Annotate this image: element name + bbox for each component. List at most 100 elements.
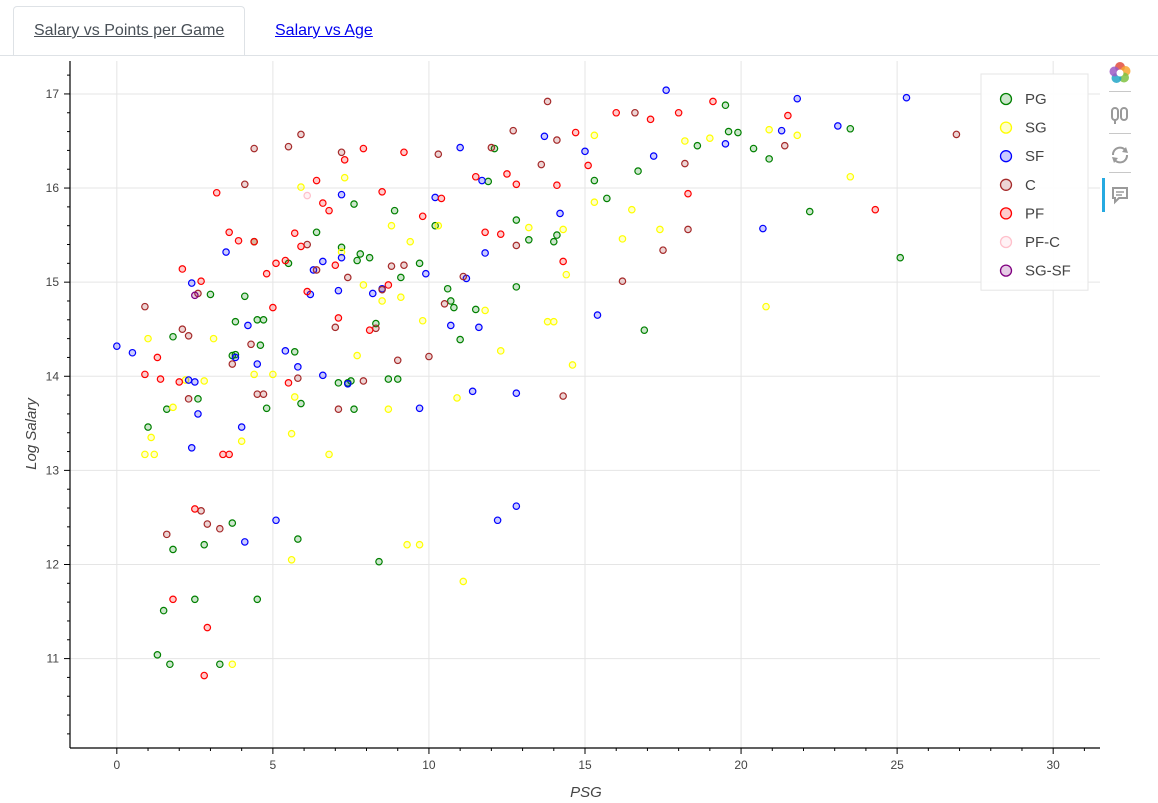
data-point-pf <box>156 375 165 383</box>
data-point-c <box>618 277 627 286</box>
data-point-pg <box>353 256 361 265</box>
data-point-sf <box>512 389 521 398</box>
pan-icon[interactable] <box>1107 102 1133 128</box>
data-point-sg <box>359 281 368 289</box>
data-point-sf <box>540 132 549 141</box>
data-point-sf <box>446 321 455 330</box>
data-point-sg <box>765 125 773 134</box>
data-point-pf <box>212 188 221 197</box>
data-point-pf <box>359 144 368 153</box>
data-point-sf <box>240 538 249 546</box>
data-point-sf <box>721 140 730 148</box>
data-point-pg <box>312 228 321 237</box>
data-point-pf <box>378 188 386 196</box>
scatter-plot[interactable]: 0 5 10 15 20 25 30 11 12 13 14 15 16 17 PSG Log Salar… <box>0 56 1158 803</box>
legend-marker <box>999 207 1013 220</box>
data-point-pf <box>297 242 305 251</box>
grid-lines <box>70 61 1100 748</box>
data-point-pf <box>646 115 655 124</box>
data-point-pg <box>206 290 215 299</box>
data-point-sf <box>194 410 202 418</box>
data-point-sf <box>187 443 196 452</box>
data-point-sf <box>556 209 564 218</box>
y-tick-label: 14 <box>46 369 60 383</box>
data-point-sf <box>481 249 489 257</box>
data-point-c <box>178 325 187 334</box>
data-point-sg <box>340 173 349 182</box>
x-tick-label: 5 <box>270 758 277 772</box>
reset-icon[interactable] <box>1107 142 1133 168</box>
data-point-pf <box>303 287 312 296</box>
data-point-c <box>684 225 692 234</box>
data-point-pf <box>325 206 333 215</box>
hover-icon[interactable] <box>1107 182 1133 208</box>
data-point-sf <box>222 248 230 256</box>
data-point-c <box>393 356 402 365</box>
data-point-sf <box>272 516 280 525</box>
data-point-pg <box>350 405 358 414</box>
data-point-pg <box>194 395 202 403</box>
data-point-c <box>659 246 667 254</box>
data-point-sf <box>415 404 424 413</box>
data-point-pg <box>512 283 521 291</box>
data-point-pf <box>225 228 233 237</box>
data-point-c <box>184 331 193 340</box>
data-point-sg <box>209 334 218 343</box>
data-point-pg <box>724 127 733 136</box>
toolbar-separator <box>1109 172 1131 173</box>
data-point-pg <box>525 236 533 244</box>
bokeh-logo-icon[interactable] <box>1107 60 1133 86</box>
tab-salary-vs-points[interactable]: Salary vs Points per Game <box>13 6 246 56</box>
data-point-sg <box>496 347 505 355</box>
data-point-pg <box>375 557 383 566</box>
data-point-pg <box>634 167 642 175</box>
data-point-pg <box>640 326 649 334</box>
toolbar-separator <box>1109 133 1131 134</box>
data-point-pf <box>384 281 393 289</box>
legend-marker <box>999 235 1013 249</box>
data-point-pg <box>749 144 758 153</box>
data-point-sg <box>481 306 489 315</box>
data-point-sg <box>434 221 443 230</box>
data-point-pg <box>294 535 302 543</box>
data-point-pf <box>709 97 717 106</box>
data-point-pf <box>272 259 280 268</box>
data-point-pg <box>350 200 358 208</box>
data-point-sf <box>281 347 290 355</box>
data-point-c <box>250 144 258 153</box>
data-point-c <box>559 392 567 400</box>
data-point-sg <box>384 405 393 414</box>
data-point-sf <box>478 176 486 185</box>
tab-salary-vs-age[interactable]: Salary vs Age <box>275 21 373 39</box>
data-point-c <box>253 390 262 398</box>
data-point-sg <box>418 316 427 325</box>
data-point-pf <box>319 199 327 207</box>
data-point-sf <box>237 423 246 431</box>
data-point-sg <box>406 237 415 246</box>
legend-label: PF <box>1025 205 1044 222</box>
data-point-pf <box>234 236 243 245</box>
y-tick-label: 13 <box>46 463 60 477</box>
data-point-sf <box>187 279 196 287</box>
data-point-pg <box>397 273 405 282</box>
data-point-sg <box>353 351 361 360</box>
legend-label: PG <box>1025 91 1047 108</box>
data-point-c <box>259 390 268 398</box>
data-point-sf <box>191 378 199 386</box>
data-point-sf <box>113 342 121 350</box>
data-point-sf <box>184 376 193 384</box>
data-point-sg <box>762 302 770 311</box>
data-point-sg <box>397 293 405 302</box>
x-tick-label: 0 <box>113 758 120 772</box>
data-point-pg <box>166 660 174 669</box>
data-point-sf <box>253 360 262 368</box>
data-point-pf <box>290 229 299 238</box>
data-point-pf <box>284 379 293 387</box>
data-point-sf <box>422 269 430 278</box>
data-point-c <box>203 520 212 528</box>
data-point-pg <box>443 284 452 293</box>
legend-marker <box>999 150 1013 163</box>
data-point-pg <box>512 216 521 224</box>
data-point-pf <box>512 180 521 189</box>
data-point-sf <box>431 193 439 202</box>
